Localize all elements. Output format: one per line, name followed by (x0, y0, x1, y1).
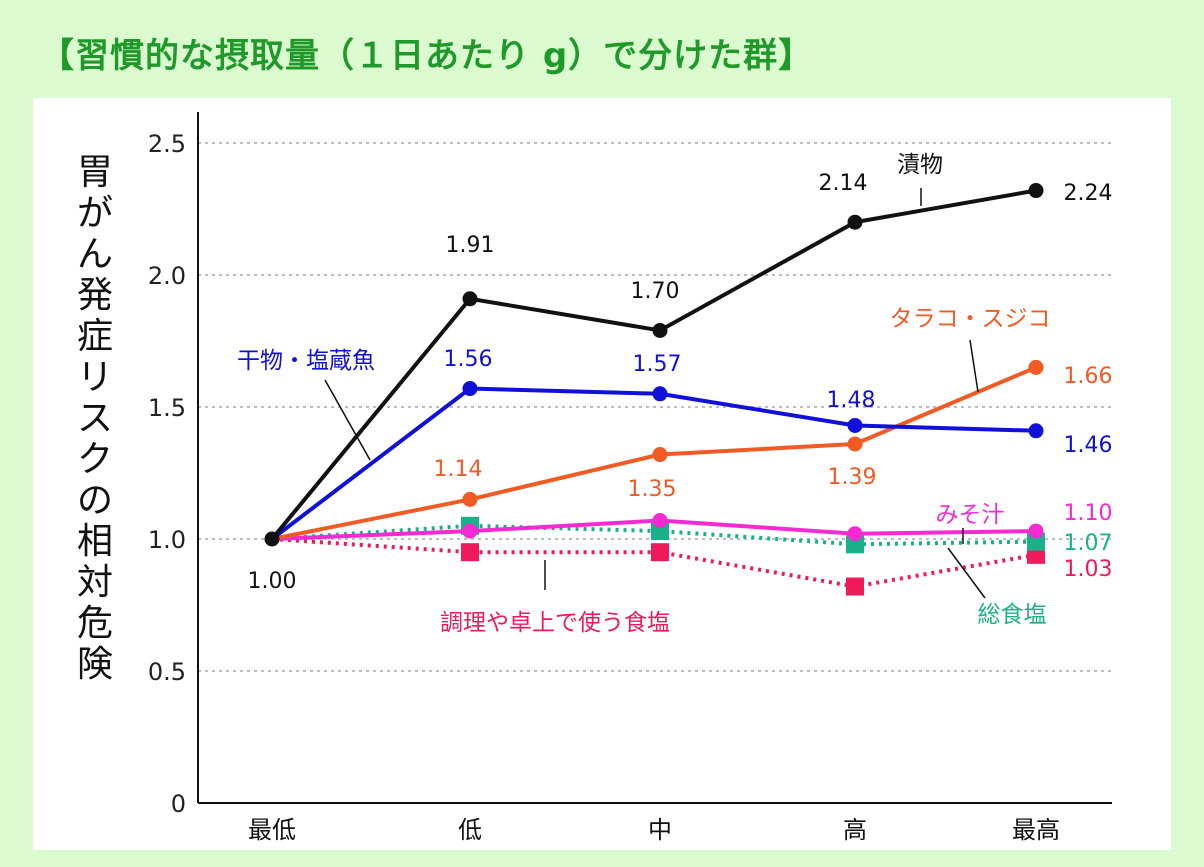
x-tick-label: 中 (648, 816, 672, 844)
point-total_salt (651, 522, 669, 541)
y-tick-label: 2.0 (148, 262, 186, 290)
x-tick-label: 低 (458, 816, 482, 844)
data-label-start: 1.00 (248, 569, 297, 594)
data-label-dried_fish: 1.56 (444, 347, 493, 372)
point-miso (462, 523, 478, 539)
point-dried_fish (462, 381, 478, 397)
point-miso (1028, 523, 1044, 539)
data-label-roe: 1.35 (628, 477, 677, 502)
point-roe (462, 491, 478, 507)
gridlines (198, 142, 1112, 672)
point-dried_fish (847, 417, 863, 433)
x-tick-label: 最高 (1012, 816, 1060, 844)
chart-panel (33, 98, 1171, 850)
series-name-dried_fish: 干物・塩蔵魚 (237, 348, 375, 374)
series-name-pickles: 漬物 (897, 152, 943, 178)
y-tick-label: 1.0 (148, 526, 186, 554)
y-tick-label: 2.5 (148, 130, 186, 158)
data-label-dried_fish: 1.48 (827, 388, 876, 413)
leader-line-dried_fish (324, 379, 371, 461)
series-name-miso: みそ汁 (936, 502, 1005, 528)
series-lines (264, 183, 1045, 596)
leader-line-total_salt (947, 547, 986, 599)
data-label-miso: 1.10 (1064, 501, 1113, 526)
axes (197, 112, 1112, 804)
point-roe (847, 436, 863, 452)
x-tick-labels: 最低 低 中 高 最高 (248, 816, 1060, 844)
point-miso (847, 526, 863, 542)
data-label-total_salt: 1.07 (1064, 531, 1113, 556)
point-total_salt (846, 535, 864, 554)
chart-title: 【習慣的な摂取量（１日あたり g）で分けた群】 (40, 36, 814, 76)
point-total_salt (1027, 532, 1045, 551)
point-dried_fish (1028, 423, 1044, 439)
point-miso (652, 513, 668, 529)
data-label-dried_fish: 1.57 (633, 352, 682, 377)
start-point (264, 531, 280, 547)
y-tick-labels: 0 0.5 1.0 1.5 2.0 2.5 (148, 130, 186, 818)
point-roe (1028, 359, 1044, 375)
series-name-total_salt: 総食塩 (978, 602, 1047, 628)
data-label-pickles: 2.14 (819, 171, 868, 196)
point-pickles (652, 322, 668, 338)
data-label-pickles: 1.91 (446, 233, 495, 258)
data-label-roe: 1.66 (1064, 364, 1113, 389)
data-label-roe: 1.39 (828, 465, 877, 490)
x-tick-label: 高 (843, 816, 867, 844)
data-label-roe: 1.14 (434, 457, 483, 482)
leader-line-roe (969, 339, 979, 393)
data-label-pickles: 2.24 (1064, 181, 1113, 206)
point-dried_fish (652, 386, 668, 402)
y-axis-label: 胃がん発症リスクの相対危険 (76, 152, 113, 685)
point-pickles (847, 214, 863, 230)
y-tick-label: 0.5 (148, 658, 186, 686)
y-tick-label: 1.5 (148, 394, 186, 422)
point-roe (652, 447, 668, 463)
data-label-table_salt: 1.03 (1064, 557, 1113, 582)
data-label-pickles: 1.70 (631, 279, 680, 304)
y-tick-label: 0 (171, 790, 186, 818)
data-labels: 1.91 1.70 2.14 2.24 1.56 1.57 1.48 1.46 1.14 1.35… (248, 171, 1113, 594)
point-pickles (462, 291, 478, 307)
point-pickles (1028, 183, 1044, 199)
x-tick-label: 最低 (248, 816, 296, 844)
series-name-roe: タラコ・スジコ (890, 306, 1051, 332)
point-table_salt (651, 543, 669, 562)
series-name-table_salt: 調理や卓上で使う食塩 (440, 610, 670, 636)
data-label-dried_fish: 1.46 (1064, 433, 1113, 458)
point-table_salt (846, 577, 864, 596)
point-table_salt (461, 543, 479, 562)
